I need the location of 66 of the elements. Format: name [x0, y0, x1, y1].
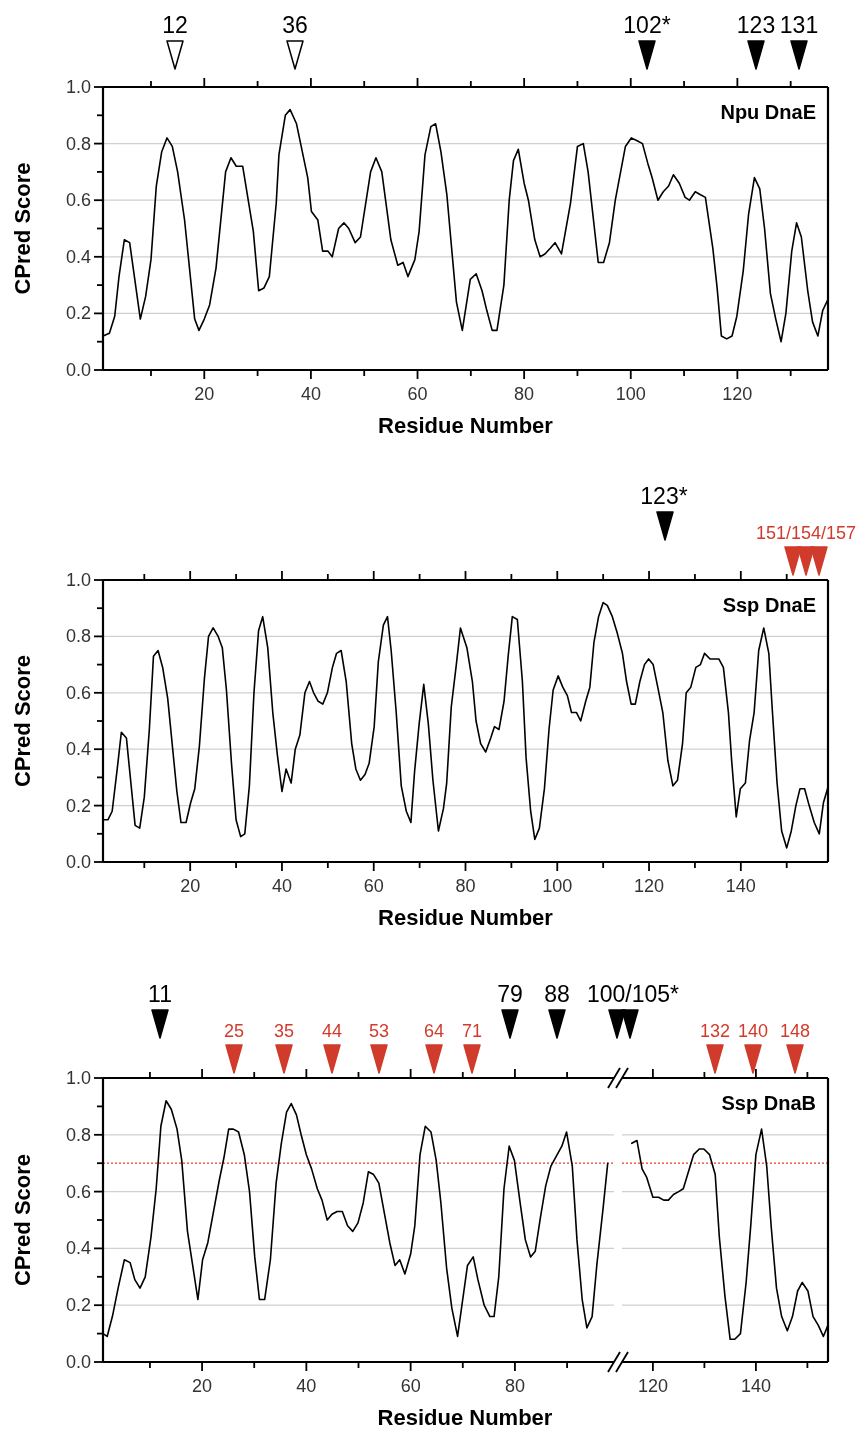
y-tick-label: 0.2	[65, 1295, 91, 1316]
text: 151/154/157	[755, 523, 857, 543]
x-axis-title: Residue Number	[378, 413, 554, 438]
text: 35	[273, 1021, 295, 1041]
text: 12	[162, 12, 188, 38]
x-tick-label: 120	[637, 1376, 668, 1396]
y-tick-label: 0.4	[65, 246, 91, 267]
text: 123*	[640, 483, 688, 509]
x-tick-label: 40	[300, 384, 321, 404]
x-tick-label: 100	[542, 876, 573, 896]
text: 36	[282, 12, 308, 38]
x-tick-label: 60	[363, 876, 384, 896]
text: Ssp DnaB	[721, 1092, 816, 1114]
y-axis-title: CPred Score	[10, 1153, 35, 1287]
x-tick-label: 60	[400, 1376, 421, 1396]
y-tick-label: 0.2	[65, 303, 91, 324]
text: 132	[699, 1021, 731, 1041]
x-tick-label: 80	[514, 384, 535, 404]
x-tick-label: 20	[180, 876, 201, 896]
text: Ssp DnaE	[722, 594, 816, 616]
text: 25	[223, 1021, 245, 1041]
text: 11	[148, 981, 172, 1007]
text: 100/105*	[586, 981, 680, 1007]
x-tick-label: 40	[271, 876, 292, 896]
y-tick-label: 1.0	[65, 570, 91, 590]
text: 131	[779, 12, 819, 38]
y-tick-label: 1.0	[65, 77, 91, 97]
x-tick-label: 40	[296, 1376, 317, 1396]
text: 148	[779, 1021, 811, 1041]
text: 140	[737, 1021, 769, 1041]
text: Npu DnaE	[720, 101, 816, 123]
x-tick-label: 120	[722, 384, 753, 404]
x-tick-label: 80	[504, 1376, 525, 1396]
text: 64	[423, 1021, 445, 1041]
x-tick-label: 140	[740, 1376, 771, 1396]
x-tick-label: 120	[634, 876, 665, 896]
text: 88	[544, 981, 570, 1007]
y-tick-label: 0.8	[65, 1124, 91, 1145]
x-tick-label: 60	[407, 384, 428, 404]
text: 53	[368, 1021, 390, 1041]
text: 102*	[623, 12, 671, 38]
text: 123	[736, 12, 776, 38]
text: 44	[321, 1021, 343, 1041]
y-tick-label: 0.8	[65, 626, 91, 647]
x-tick-label: 140	[725, 876, 756, 896]
x-axis-title: Residue Number	[377, 1405, 553, 1430]
y-tick-label: 0.8	[65, 133, 91, 154]
x-tick-label: 100	[615, 384, 646, 404]
y-tick-label: 0.4	[65, 739, 91, 760]
y-tick-label: 0.0	[65, 1352, 91, 1372]
x-tick-label: 20	[192, 1376, 213, 1396]
text: 79	[497, 981, 523, 1007]
x-axis-title: Residue Number	[378, 905, 554, 930]
y-tick-label: 0.2	[65, 795, 91, 816]
x-tick-label: 80	[455, 876, 476, 896]
y-tick-label: 0.6	[65, 190, 91, 211]
x-tick-label: 20	[194, 384, 215, 404]
y-tick-label: 0.0	[65, 360, 91, 380]
y-tick-label: 1.0	[65, 1068, 91, 1088]
y-tick-label: 0.4	[65, 1238, 91, 1259]
text: 71	[461, 1021, 483, 1041]
y-tick-label: 0.6	[65, 1181, 91, 1202]
y-tick-label: 0.6	[65, 682, 91, 703]
y-tick-label: 0.0	[65, 852, 91, 872]
y-axis-title: CPred Score	[10, 162, 35, 295]
y-axis-title: CPred Score	[10, 654, 35, 788]
